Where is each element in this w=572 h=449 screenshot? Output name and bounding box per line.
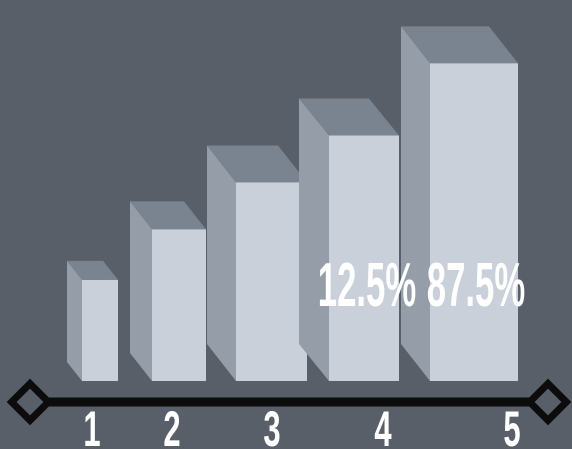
bar-3-top (207, 145, 307, 183)
tick-label-3: 3 (263, 400, 280, 449)
bar-1-front (82, 279, 118, 381)
tick-label-2: 2 (163, 400, 180, 449)
bar-1 (67, 260, 118, 381)
bar-3-front (236, 182, 307, 381)
bar-2-front (152, 229, 206, 381)
tick-labels-group: 1 2 3 4 5 (83, 400, 520, 449)
bar-5-side (401, 26, 430, 381)
x-axis (6, 378, 572, 426)
data-label-4: 12.5% (318, 250, 416, 319)
bar-5-front (430, 63, 518, 381)
bar-5-top (401, 26, 518, 64)
bar-2-top (130, 201, 206, 230)
bar-2 (130, 201, 206, 381)
bar-4-side (299, 98, 329, 382)
data-label-5: 87.5% (427, 250, 525, 319)
data-labels-group: 12.5% 87.5% (318, 250, 525, 319)
tick-label-1: 1 (83, 400, 100, 449)
bar-4-front (329, 135, 399, 381)
bar-4 (299, 98, 399, 382)
tick-label-5: 5 (503, 400, 520, 449)
bars-group (67, 26, 518, 382)
bar-3-side (207, 145, 236, 381)
bar-4-top (299, 98, 399, 136)
axis-right-diamond (524, 378, 572, 426)
bar-2-side (130, 201, 152, 381)
bar-5 (401, 26, 518, 381)
axis-left-diamond (6, 378, 54, 426)
bar-1-top (67, 260, 118, 280)
tick-label-4: 4 (374, 400, 391, 449)
bar-1-side (67, 260, 82, 381)
bar-3 (207, 145, 307, 381)
